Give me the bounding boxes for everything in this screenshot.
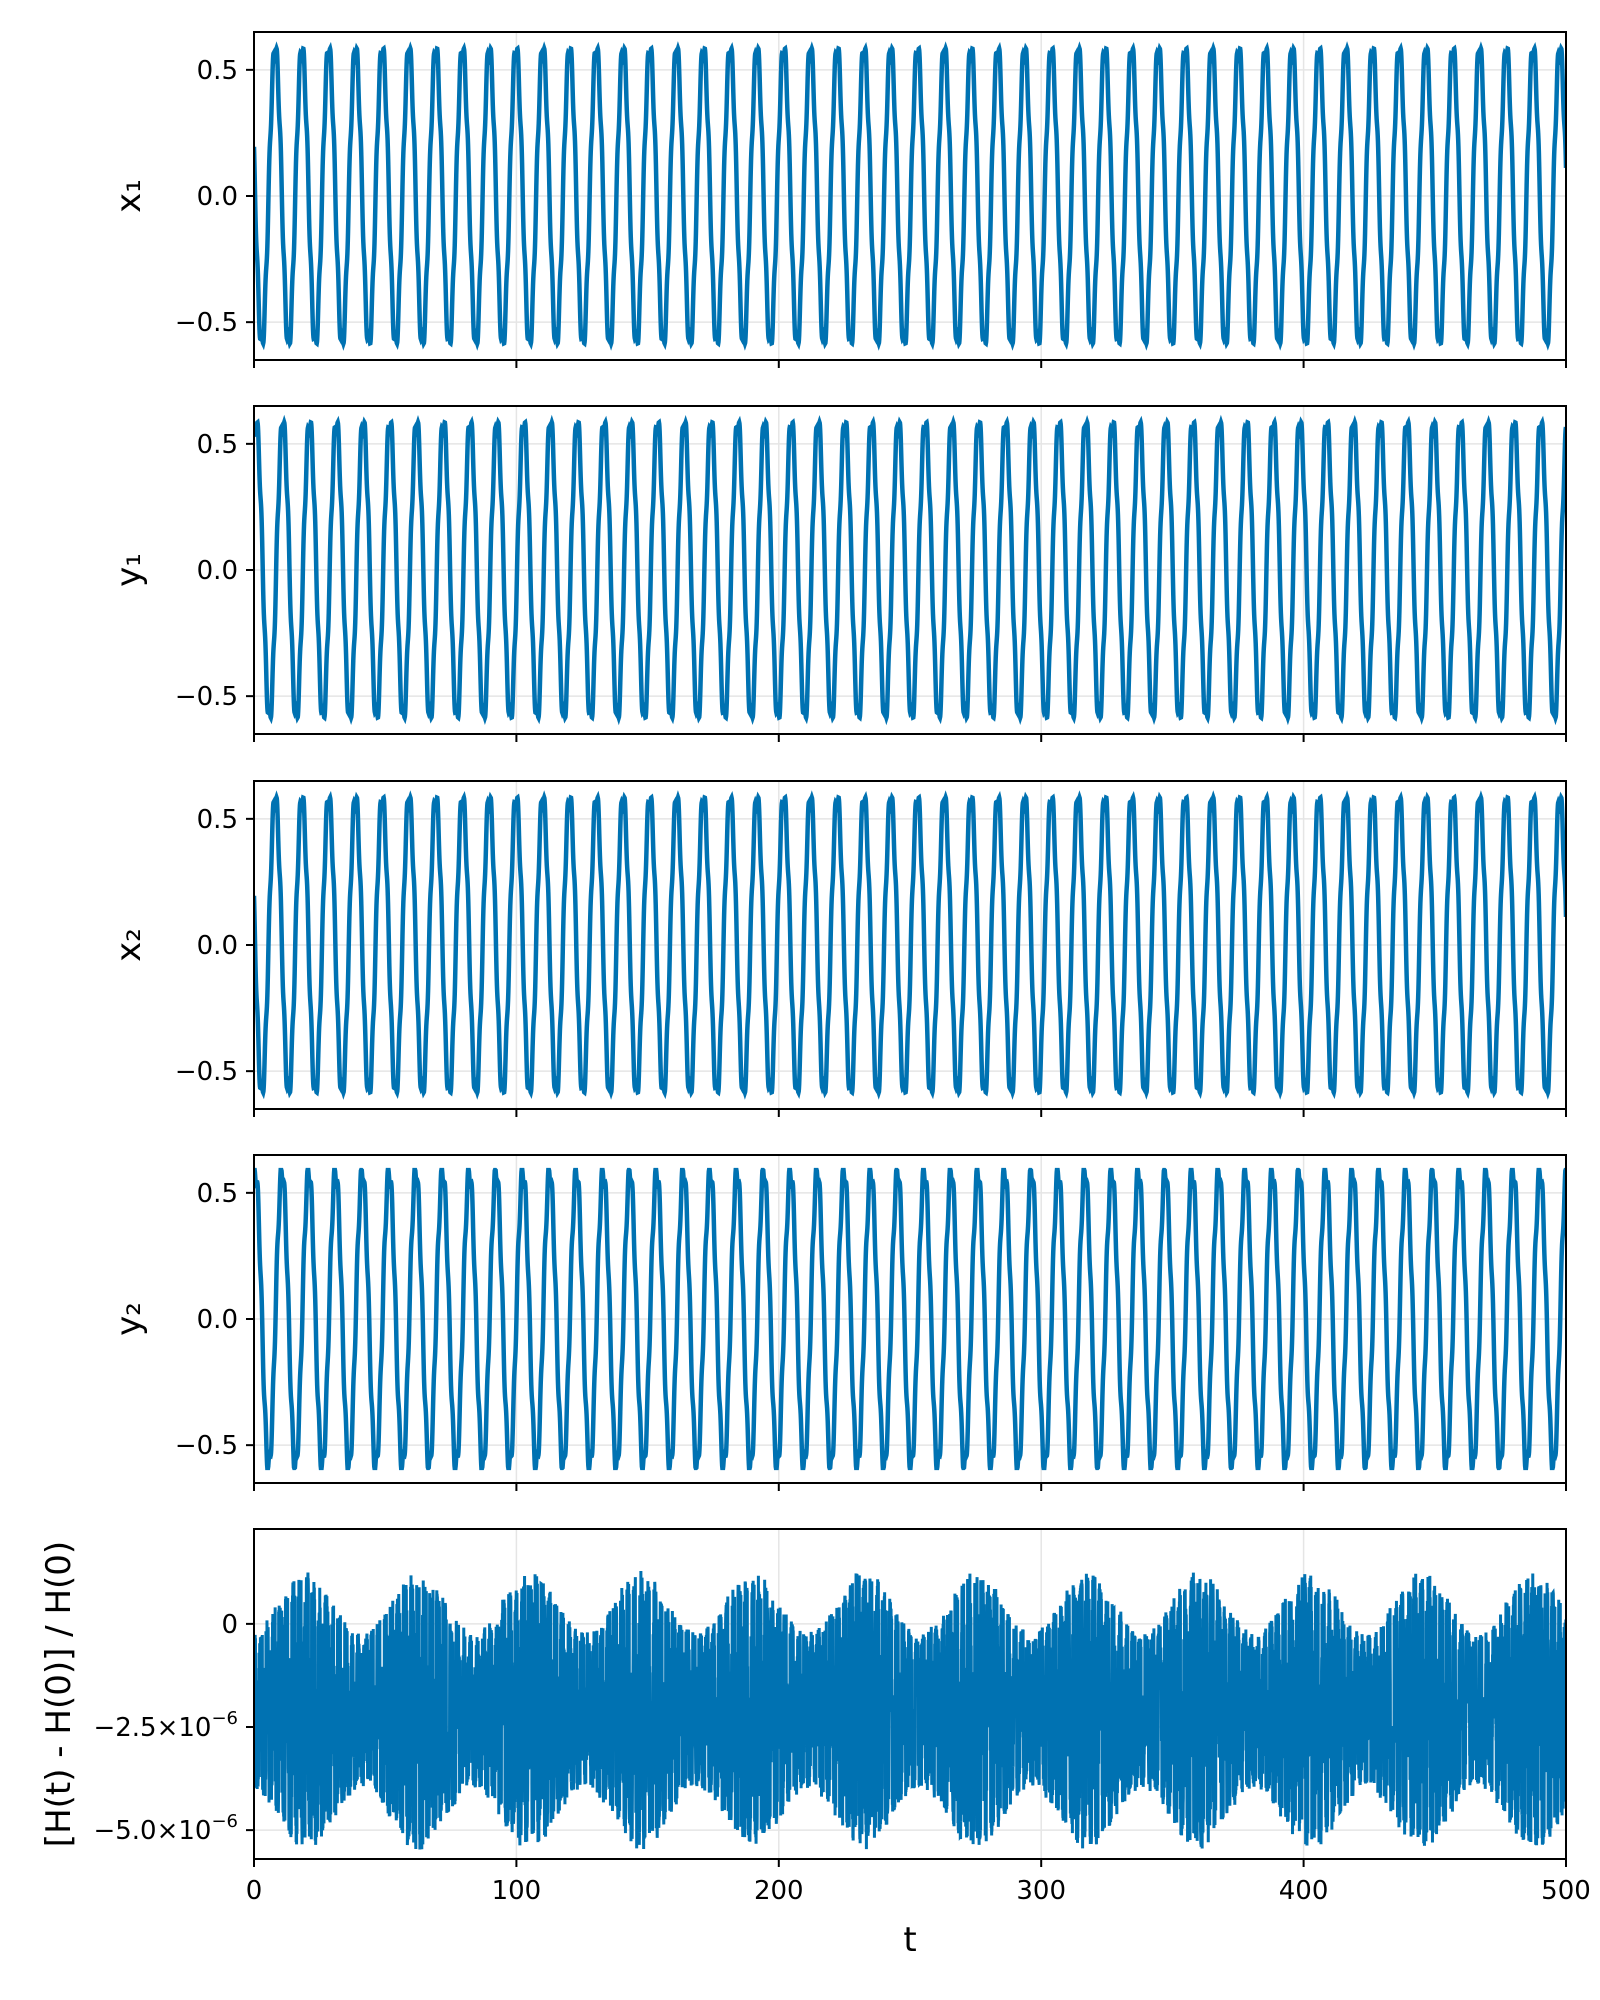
x-tick-label: 100 (492, 1876, 542, 1906)
y-axis-label: y₂ (109, 1302, 149, 1336)
series-energy-error-line (254, 1571, 1566, 1850)
y-axis-label: [H(t) - H(0)] / H(0) (39, 1541, 79, 1847)
panel-energy-error: 0 100 200 300 400 500 −5.0×10−6−2.5×10−60 [H(… (39, 1528, 1591, 1960)
y-ticks: −0.5 0.0 0.5 (175, 430, 254, 712)
series-x2-line (254, 790, 1566, 1100)
y-tick-label: −0.5 (175, 308, 238, 338)
x-tick-label: 200 (754, 1876, 804, 1906)
x-ticks (253, 1109, 1567, 1117)
y-axis-label: x₁ (109, 179, 149, 213)
y-tick-label: 0.5 (197, 1179, 238, 1209)
x-ticks (253, 1483, 1567, 1491)
y-axis-label: y₁ (109, 553, 149, 587)
x-tick-label: 300 (1016, 1876, 1066, 1906)
panel-x1: −0.5 0.0 0.5 x₁ (109, 31, 1567, 368)
y-tick-label: 0.0 (197, 931, 238, 961)
series-y2-line (254, 1167, 1566, 1471)
y-tick-label: 0.5 (197, 56, 238, 86)
axes-frame (253, 1528, 1567, 1860)
y-tick-mantissa: −5.0×10 (93, 1816, 211, 1846)
x-ticks (253, 734, 1567, 742)
y-tick-exponent: −6 (211, 1708, 238, 1729)
y-axis-label: x₂ (109, 928, 149, 962)
y-tick-label: 0.0 (197, 1305, 238, 1335)
y-ticks: −0.5 0.0 0.5 (175, 1179, 254, 1461)
y-tick-label: −0.5 (175, 682, 238, 712)
panel-y2: −0.5 0.0 0.5 y₂ (109, 1154, 1567, 1491)
y-tick-label: 0 (221, 1610, 238, 1640)
y-tick-mantissa: −2.5×10 (93, 1713, 211, 1743)
x-ticks: 0 100 200 300 400 500 (246, 1859, 1591, 1906)
y-tick-label: −0.5 (175, 1057, 238, 1087)
series-x1-line (254, 41, 1566, 351)
y-tick-label: −5.0×10−6 (93, 1811, 238, 1846)
x-tick-label: 400 (1279, 1876, 1329, 1906)
x-tick-label: 500 (1541, 1876, 1591, 1906)
panel-y1: −0.5 0.0 0.5 y₁ (109, 405, 1567, 742)
series-y1-line (254, 414, 1566, 726)
y-tick-mantissa: 0 (221, 1610, 238, 1640)
y-ticks: −5.0×10−6−2.5×10−60 (93, 1610, 254, 1846)
y-tick-exponent: −6 (211, 1811, 238, 1832)
y-tick-label: −2.5×10−6 (93, 1708, 238, 1743)
y-ticks: −0.5 0.0 0.5 (175, 56, 254, 338)
x-tick-label: 0 (246, 1876, 263, 1906)
x-ticks (253, 360, 1567, 368)
y-tick-label: 0.5 (197, 430, 238, 460)
y-tick-label: 0.0 (197, 182, 238, 212)
y-tick-label: −0.5 (175, 1431, 238, 1461)
y-tick-label: 0.0 (197, 556, 238, 586)
panel-x2: −0.5 0.0 0.5 x₂ (109, 780, 1567, 1117)
x-axis-label: t (903, 1920, 916, 1960)
y-ticks: −0.5 0.0 0.5 (175, 805, 254, 1087)
y-tick-label: 0.5 (197, 805, 238, 835)
